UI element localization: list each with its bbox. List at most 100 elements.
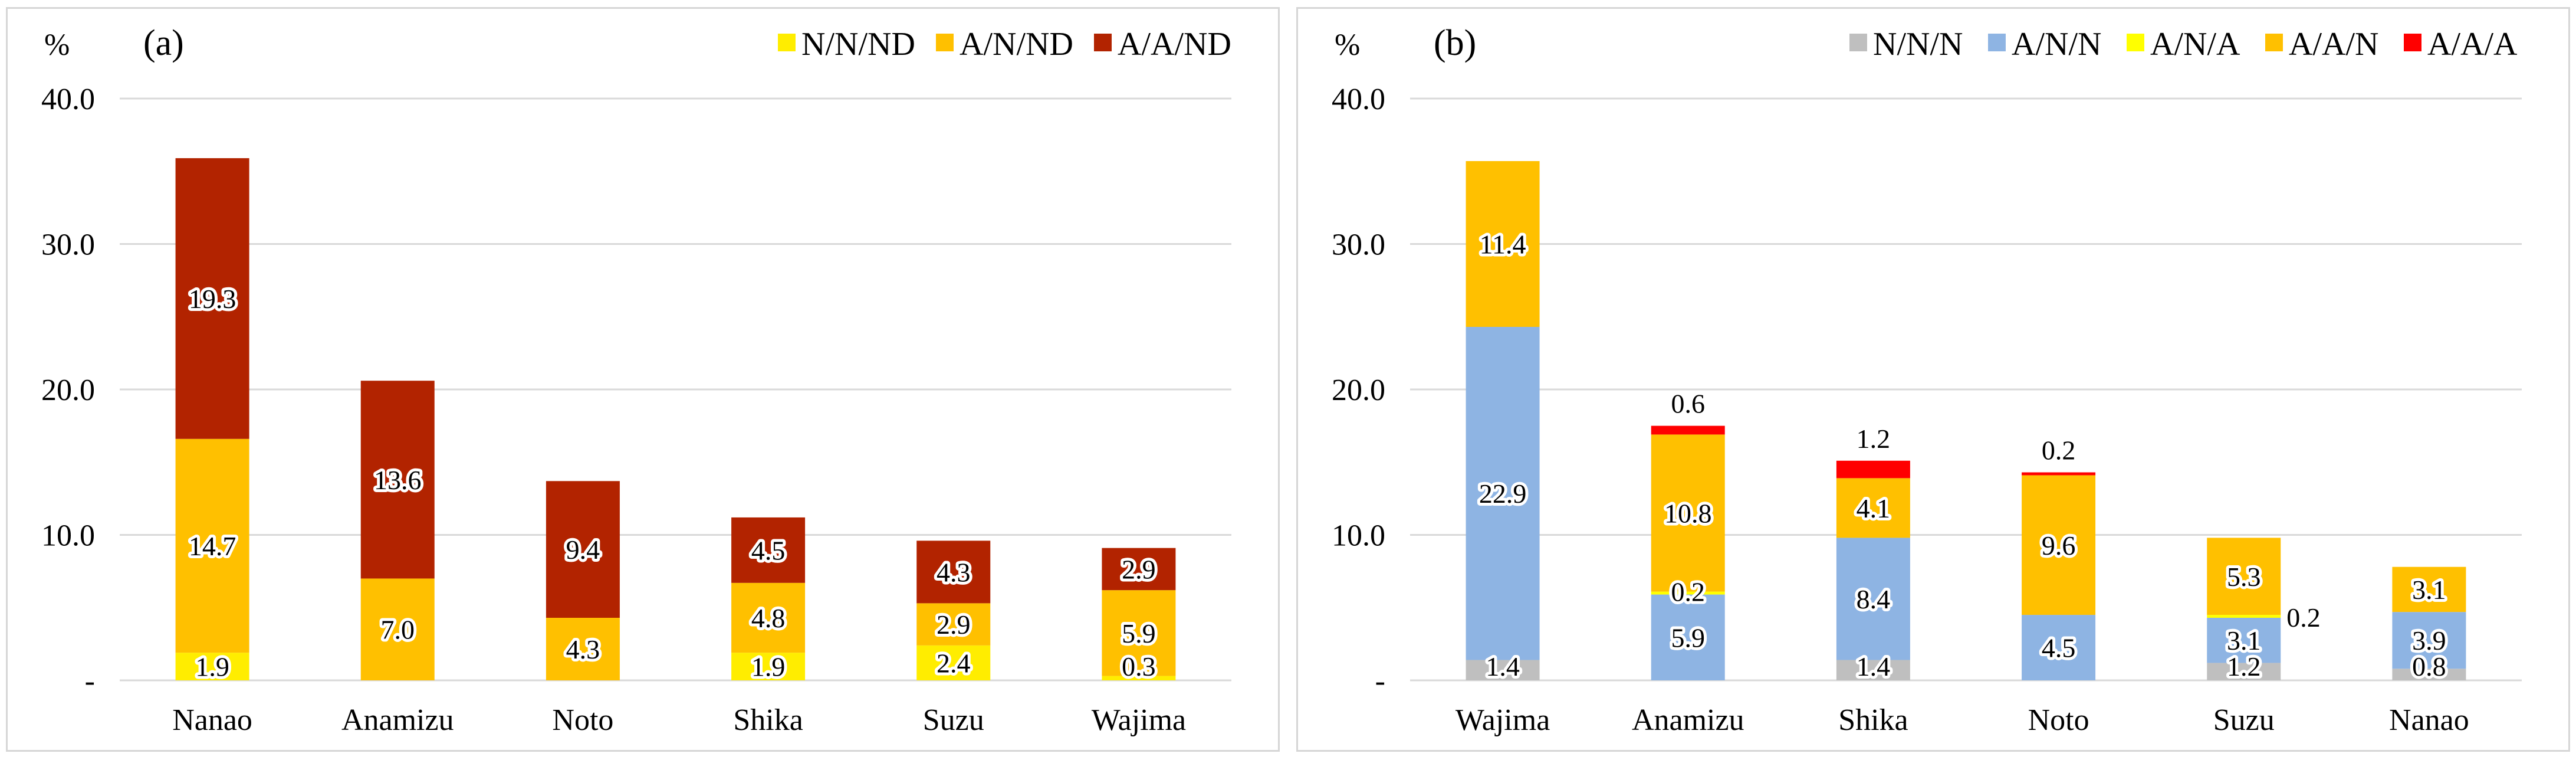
bar-a-n-n-noto (2022, 615, 2096, 680)
bar-n-n-nd-wajima (1102, 676, 1176, 680)
legend-label-a-a-nd: A/A/ND (1118, 26, 1231, 63)
legend-swatch-a-n-n (1988, 34, 2006, 51)
legend-label-n-n-n: N/N/N (1873, 26, 1963, 63)
bar-a-a-nd-wajima (1102, 548, 1176, 591)
bar-a-a-a-noto (2022, 472, 2096, 476)
bar-a-n-nd-wajima (1102, 590, 1176, 676)
data-label-n-n-n-nanao: 0.8 (2412, 651, 2446, 682)
legend-swatch-a-a-a (2404, 34, 2421, 51)
legend-label-a-n-nd: A/N/ND (960, 26, 1073, 63)
data-label-a-n-n-suzu: 3.1 (2227, 625, 2261, 656)
panel-label-b: (b) (1434, 23, 1476, 63)
data-label-a-n-nd-shika: 4.8 (751, 603, 786, 633)
bar-a-a-n-shika (1836, 478, 1910, 538)
data-label-a-a-n-shika: 4.1 (1857, 493, 1891, 523)
bar-n-n-n-suzu (2207, 663, 2281, 680)
y-tick-label: 40.0 (1332, 83, 1385, 116)
x-tick-label-suzu: Suzu (923, 703, 984, 737)
x-tick-label-wajima: Wajima (1455, 703, 1550, 737)
y-tick-label: - (85, 664, 95, 698)
data-label-n-n-nd-wajima: 0.3 (1122, 651, 1156, 682)
bar-a-n-n-nanao (2392, 612, 2466, 669)
legend-label-a-a-n: A/A/N (2289, 26, 2378, 63)
bar-a-a-n-anamizu (1651, 434, 1725, 592)
data-label-a-n-n-noto: 4.5 (2042, 633, 2076, 663)
data-label-a-a-n-nanao: 3.1 (2412, 575, 2446, 605)
data-label-a-n-n-anamizu: 5.9 (1671, 623, 1706, 653)
x-tick-label-suzu: Suzu (2213, 703, 2275, 737)
bar-n-n-n-nanao (2392, 669, 2466, 680)
chart-panel-a: % (a) - 10.0 20.0 30.0 40.0 Nanao Anamizu Noto S… (6, 7, 1280, 752)
data-label-a-n-n-wajima: 22.9 (1479, 479, 1527, 509)
data-label-a-n-nd-wajima: 5.9 (1122, 618, 1156, 648)
unit-label-a: % (44, 28, 70, 62)
data-label-a-n-nd-nanao: 14.7 (189, 531, 236, 561)
bar-a-a-n-wajima (1466, 160, 1540, 327)
legend-swatch-a-a-n (2265, 34, 2283, 51)
x-tick-label-anamizu: Anamizu (341, 703, 454, 737)
x-tick-label-wajima: Wajima (1092, 703, 1186, 737)
data-label-a-a-nd-nanao: 19.3 (189, 284, 236, 314)
bar-a-a-a-anamizu (1651, 425, 1725, 435)
data-label-a-n-n-nanao: 3.9 (2412, 625, 2446, 656)
y-tick-label: 20.0 (1332, 374, 1385, 407)
data-label-a-n-nd-noto: 4.3 (566, 634, 600, 664)
legend-label-a-n-n: A/N/N (2012, 26, 2101, 63)
data-label-n-n-n-wajima: 1.4 (1486, 651, 1520, 682)
bar-a-a-n-noto (2022, 475, 2096, 615)
bar-a-n-nd-anamizu (360, 578, 435, 680)
bar-a-n-n-suzu (2207, 618, 2281, 663)
data-label-n-n-n-suzu: 1.2 (2227, 651, 2261, 682)
legend-swatch-a-n-a (2127, 34, 2144, 51)
legend-label-n-n-nd: N/N/ND (801, 26, 915, 63)
bar-n-n-nd-nanao (175, 653, 249, 680)
legend-swatch-a-a-nd (1094, 34, 1112, 51)
panel-label-a: (a) (143, 23, 184, 63)
bar-n-n-nd-suzu (916, 645, 991, 680)
legend-label-a-a-a: A/A/A (2427, 26, 2518, 63)
chart-panel-b: % (b) - 10.0 20.0 30.0 40.0 Wajima Anamizu Shik… (1296, 7, 2570, 752)
y-tick-label: 30.0 (1332, 228, 1385, 262)
bar-a-a-nd-noto (546, 481, 620, 618)
bar-n-n-n-shika (1836, 660, 1910, 680)
x-tick-label-anamizu: Anamizu (1632, 703, 1744, 737)
legend-swatch-a-n-nd (936, 34, 954, 51)
x-tick-label-nanao: Nanao (172, 703, 252, 737)
bar-a-n-nd-nanao (175, 438, 249, 653)
bar-a-n-nd-suzu (916, 603, 991, 646)
data-label-a-a-n-wajima: 11.4 (1480, 230, 1526, 260)
bar-a-a-nd-shika (731, 517, 806, 583)
data-label-a-a-n-anamizu: 10.8 (1664, 499, 1712, 529)
data-label-a-a-n-suzu: 5.3 (2227, 562, 2261, 592)
bar-a-a-n-nanao (2392, 566, 2466, 612)
data-label-a-a-n-noto: 9.6 (2042, 530, 2076, 561)
legend-swatch-n-n-nd (778, 34, 796, 51)
data-label-a-n-n-shika: 8.4 (1857, 584, 1891, 614)
bar-a-n-n-wajima (1466, 327, 1540, 660)
data-label-n-n-nd-shika: 1.9 (751, 652, 786, 682)
bar-a-a-nd-nanao (175, 158, 249, 439)
bar-a-a-nd-anamizu (360, 381, 435, 579)
bar-a-a-nd-suzu (916, 540, 991, 604)
data-label-n-n-nd-suzu: 2.4 (937, 648, 971, 678)
data-label-a-a-nd-anamizu: 13.6 (374, 465, 422, 495)
bar-a-n-nd-noto (546, 618, 620, 680)
data-label-a-a-nd-suzu: 4.3 (937, 557, 971, 587)
data-label-a-a-nd-shika: 4.5 (751, 535, 786, 565)
bar-a-a-a-shika (1836, 460, 1910, 479)
data-label-a-n-nd-anamizu: 7.0 (381, 615, 415, 645)
y-tick-label: 40.0 (41, 83, 95, 116)
chart-b-svg: % (b) - 10.0 20.0 30.0 40.0 Wajima Anamizu Shik… (1332, 23, 2522, 737)
x-tick-label-nanao: Nanao (2389, 703, 2469, 737)
data-label-n-n-nd-nanao: 1.9 (195, 652, 229, 682)
data-label-a-a-nd-noto: 9.4 (566, 535, 600, 565)
bar-a-n-n-shika (1836, 538, 1910, 660)
x-tick-label-noto: Noto (2028, 703, 2089, 737)
data-label-a-a-a-shika: 1.2 (1857, 424, 1891, 454)
y-tick-label: 20.0 (41, 374, 95, 407)
data-label-n-n-n-shika: 1.4 (1857, 651, 1891, 682)
bar-a-n-nd-shika (731, 582, 806, 653)
bar-n-n-n-wajima (1466, 660, 1540, 680)
legend-swatch-n-n-n (1849, 34, 1867, 51)
y-tick-label: - (1375, 664, 1385, 698)
